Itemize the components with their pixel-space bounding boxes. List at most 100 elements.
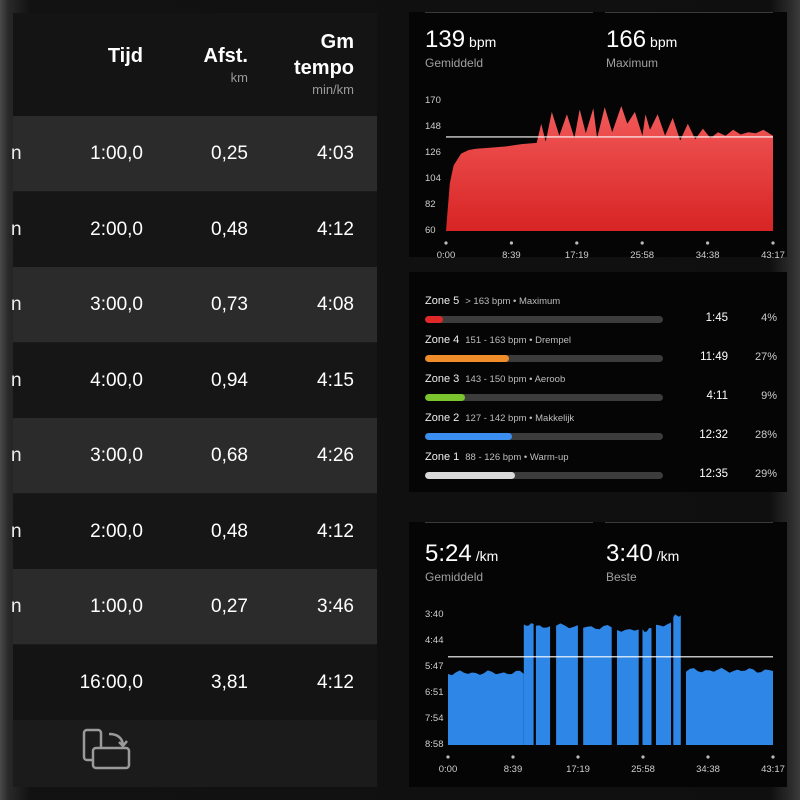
zone-name: Zone 2 xyxy=(425,412,460,424)
rotate-screen-icon[interactable] xyxy=(81,728,133,774)
avg-pace-label: Gemiddeld xyxy=(425,570,484,584)
pace-segment xyxy=(448,670,524,745)
zone-progress-fill xyxy=(425,472,515,479)
x-tick-label: 25:58 xyxy=(631,764,655,775)
lap-row[interactable]: n 1:00,0 0,25 4:03 xyxy=(11,116,377,191)
zone-row[interactable]: Zone 2 127 - 142 bpm • Makkelijk 12:32 28% xyxy=(425,412,777,448)
laps-total-row: 16:00,0 3,81 4:12 xyxy=(13,645,377,720)
pace-segment xyxy=(642,627,652,745)
zone-title: Zone 2 127 - 142 bpm • Makkelijk xyxy=(425,412,574,424)
pace-header-line2: tempo xyxy=(294,57,354,79)
total-distance: 3,81 xyxy=(211,672,248,693)
pace-segment xyxy=(617,629,639,745)
best-pace: 3:40/km xyxy=(606,540,679,568)
lap-row[interactable]: n 4:00,0 0,94 4:15 xyxy=(11,342,377,418)
y-tick-label: 7:54 xyxy=(425,713,444,724)
lap-pace: 4:26 xyxy=(317,445,354,466)
x-tick-mark xyxy=(641,755,645,759)
lap-row[interactable]: n 1:00,0 0,27 3:46 xyxy=(11,569,377,644)
divider xyxy=(605,12,773,13)
total-time: 16:00,0 xyxy=(79,672,143,693)
lap-pace: 4:15 xyxy=(317,369,354,391)
column-header-distance[interactable]: Afst. km xyxy=(204,43,248,87)
best-pace-value: 3:40 xyxy=(606,540,653,567)
zone-row[interactable]: Zone 5 > 163 bpm • Maximum 1:45 4% xyxy=(425,295,777,331)
x-tick-mark xyxy=(771,755,775,759)
zone-row[interactable]: Zone 4 151 - 163 bpm • Drempel 11:49 27% xyxy=(425,334,777,370)
zone-range: > 163 bpm • Maximum xyxy=(465,296,561,307)
zone-time: 1:45 xyxy=(705,312,728,324)
divider xyxy=(425,522,593,523)
zone-name: Zone 5 xyxy=(425,295,460,307)
pace-card: 5:24/km Gemiddeld 3:40/km Beste 3:40 4:44… xyxy=(409,522,787,787)
zone-time: 12:35 xyxy=(699,468,728,480)
zone-row[interactable]: Zone 1 88 - 126 bpm • Warm-up 12:35 29% xyxy=(425,451,777,487)
y-tick-label: 126 xyxy=(425,147,441,158)
avg-heart-rate: 139 bpm xyxy=(425,26,496,54)
x-tick-mark xyxy=(771,241,775,245)
x-tick-mark xyxy=(509,241,513,245)
pace-segment xyxy=(583,625,612,745)
zone-name: Zone 4 xyxy=(425,334,460,346)
x-tick-label: 0:00 xyxy=(439,764,458,775)
zone-range: 151 - 163 bpm • Drempel xyxy=(465,335,572,346)
x-tick-label: 34:38 xyxy=(696,764,720,775)
max-hr-value: 166 xyxy=(606,26,647,53)
max-hr-unit: bpm xyxy=(650,34,678,50)
lap-row[interactable]: n 3:00,0 0,68 4:26 xyxy=(11,418,377,493)
lap-name-edge: n xyxy=(11,294,22,315)
avg-pace: 5:24/km xyxy=(425,540,498,568)
lap-name-edge: n xyxy=(11,218,22,240)
pace-chart[interactable]: 3:40 4:44 5:47 6:51 7:54 8:58 0:00 8:39 17:19 25:… xyxy=(409,604,787,784)
zone-percent: 9% xyxy=(761,390,777,402)
heart-rate-card: 139 bpm Gemiddeld 166 bpm Maximum 170 148 12… xyxy=(409,12,787,261)
pace-unit-label: min/km xyxy=(312,82,354,97)
x-tick-label: 8:39 xyxy=(504,764,523,775)
lap-pace: 4:08 xyxy=(317,294,354,315)
zone-title: Zone 4 151 - 163 bpm • Drempel xyxy=(425,334,571,346)
pace-segment xyxy=(656,622,671,745)
column-header-pace[interactable]: Gm tempo min/km xyxy=(294,29,354,99)
avg-pace-unit: /km xyxy=(475,548,499,564)
zone-percent: 29% xyxy=(754,468,777,480)
zone-name: Zone 3 xyxy=(425,373,460,385)
y-tick-label: 104 xyxy=(425,173,441,184)
lap-row[interactable]: n 2:00,0 0,48 4:12 xyxy=(11,191,377,267)
zone-time: 4:11 xyxy=(706,390,728,402)
laps-table-header: Tijd Afst. km Gm tempo min/km xyxy=(13,13,377,116)
lap-name-edge: n xyxy=(11,369,22,391)
lap-time: 1:00,0 xyxy=(90,143,143,164)
x-tick-label: 25:58 xyxy=(630,250,654,261)
lap-row[interactable]: n 2:00,0 0,48 4:12 xyxy=(11,493,377,569)
x-tick-mark xyxy=(576,755,580,759)
pace-segment xyxy=(673,614,681,745)
x-tick-mark xyxy=(444,241,448,245)
zone-progress-fill xyxy=(425,316,443,323)
zone-progress-track xyxy=(425,316,663,323)
pace-segment xyxy=(556,623,578,745)
zone-percent: 27% xyxy=(754,351,777,363)
zone-progress-track xyxy=(425,394,663,401)
zone-progress-track xyxy=(425,355,663,362)
zone-range: 88 - 126 bpm • Warm-up xyxy=(465,452,569,463)
zone-row[interactable]: Zone 3 143 - 150 bpm • Aeroob 4:11 9% xyxy=(425,373,777,409)
heart-rate-chart[interactable]: 170 148 126 104 82 60 0:00 8:39 17:19 25:58 34:38 4… xyxy=(409,90,787,270)
column-header-time[interactable]: Tijd xyxy=(108,43,143,69)
zone-range: 143 - 150 bpm • Aeroob xyxy=(465,374,566,385)
pace-segment xyxy=(686,667,773,745)
lap-time: 3:00,0 xyxy=(90,294,143,315)
heart-rate-zones-card: Zone 5 > 163 bpm • Maximum 1:45 4% Zone 4 151… xyxy=(409,272,787,492)
lap-distance: 0,48 xyxy=(211,520,248,542)
avg-hr-unit: bpm xyxy=(469,34,497,50)
lap-distance: 0,25 xyxy=(211,143,248,164)
x-tick-mark xyxy=(511,755,515,759)
zone-title: Zone 5 > 163 bpm • Maximum xyxy=(425,295,560,307)
x-tick-label: 17:19 xyxy=(565,250,589,261)
pace-segment xyxy=(523,623,534,745)
lap-distance: 0,68 xyxy=(211,445,248,466)
lap-time: 1:00,0 xyxy=(90,596,143,617)
x-tick-label: 43:17 xyxy=(761,764,785,775)
zone-title: Zone 1 88 - 126 bpm • Warm-up xyxy=(425,451,569,463)
lap-row[interactable]: n 3:00,0 0,73 4:08 xyxy=(11,267,377,342)
pace-segment xyxy=(535,625,551,745)
